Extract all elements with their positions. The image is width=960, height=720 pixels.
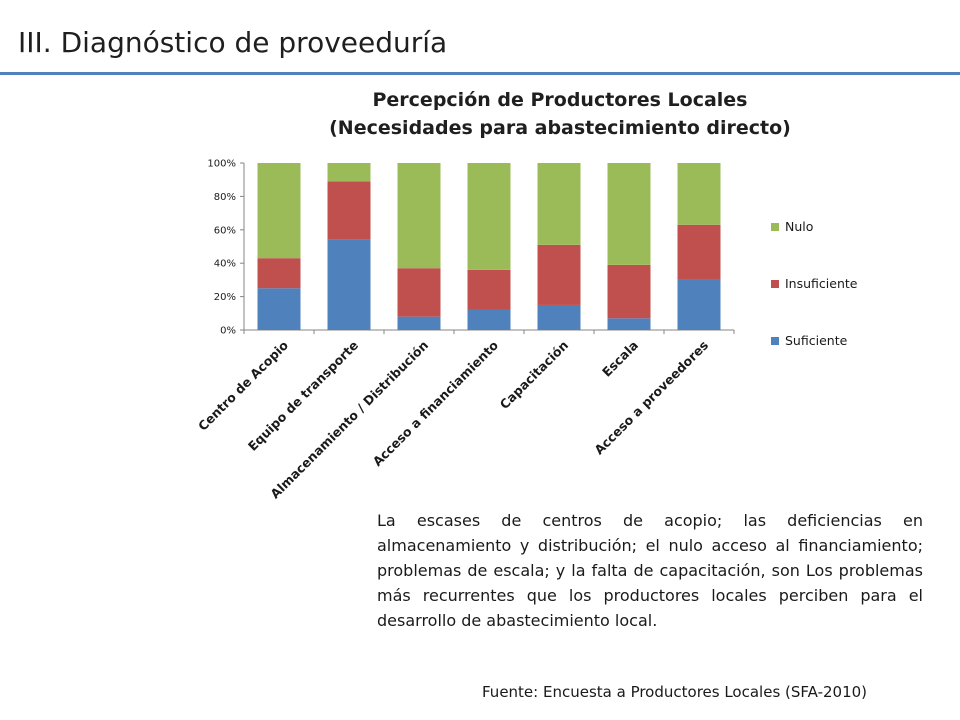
bar-suficiente xyxy=(607,318,651,330)
x-category-label: Acceso a proveedores xyxy=(591,338,711,458)
chart-title: Percepción de Productores Locales (Neces… xyxy=(200,86,920,142)
bar-nulo xyxy=(397,163,441,269)
title-divider xyxy=(0,72,960,75)
bar-insuficiente xyxy=(607,264,651,319)
legend-swatch xyxy=(771,280,779,288)
bar-nulo xyxy=(537,163,581,245)
chart-title-line-1: Percepción de Productores Locales xyxy=(372,89,748,111)
y-tick-label: 40% xyxy=(214,259,236,270)
source-note: Fuente: Encuesta a Productores Locales (… xyxy=(482,683,868,701)
legend-label: Nulo xyxy=(785,219,813,234)
body-paragraph: La escases de centros de acopio; las def… xyxy=(377,511,923,630)
y-tick-label: 60% xyxy=(214,225,236,236)
chart-title-line-2: (Necesidades para abastecimiento directo… xyxy=(329,117,791,139)
y-tick-label: 20% xyxy=(214,292,236,303)
slide-title: III. Diagnóstico de proveeduría xyxy=(18,26,448,59)
bar-suficiente xyxy=(537,304,581,330)
bar-insuficiente xyxy=(327,181,371,240)
y-tick-label: 80% xyxy=(214,192,236,203)
bar-suficiente xyxy=(677,279,721,330)
legend-swatch xyxy=(771,337,779,345)
bar-nulo xyxy=(467,163,511,270)
bar-nulo xyxy=(327,163,371,182)
bar-insuficiente xyxy=(537,244,581,305)
bar-nulo xyxy=(607,163,651,265)
legend-label: Suficiente xyxy=(785,333,848,348)
bar-nulo xyxy=(677,163,721,225)
bar-suficiente xyxy=(397,316,441,330)
bar-nulo xyxy=(257,163,301,259)
y-tick-label: 100% xyxy=(207,159,236,170)
x-category-label: Escala xyxy=(599,338,641,380)
bar-insuficiente xyxy=(257,258,301,289)
bar-insuficiente xyxy=(467,269,511,310)
y-tick-label: 0% xyxy=(220,326,236,337)
bar-suficiente xyxy=(257,288,301,330)
bar-insuficiente xyxy=(677,224,721,280)
legend-label: Insuficiente xyxy=(785,276,858,291)
legend-swatch xyxy=(771,223,779,231)
x-category-label: Capacitación xyxy=(497,338,571,412)
bar-insuficiente xyxy=(397,268,441,317)
x-category-label: Acceso a financiamiento xyxy=(370,337,502,469)
bar-suficiente xyxy=(467,309,511,330)
bar-suficiente xyxy=(327,239,371,330)
x-category-label: Almacenamiento / Distribución xyxy=(267,338,431,502)
